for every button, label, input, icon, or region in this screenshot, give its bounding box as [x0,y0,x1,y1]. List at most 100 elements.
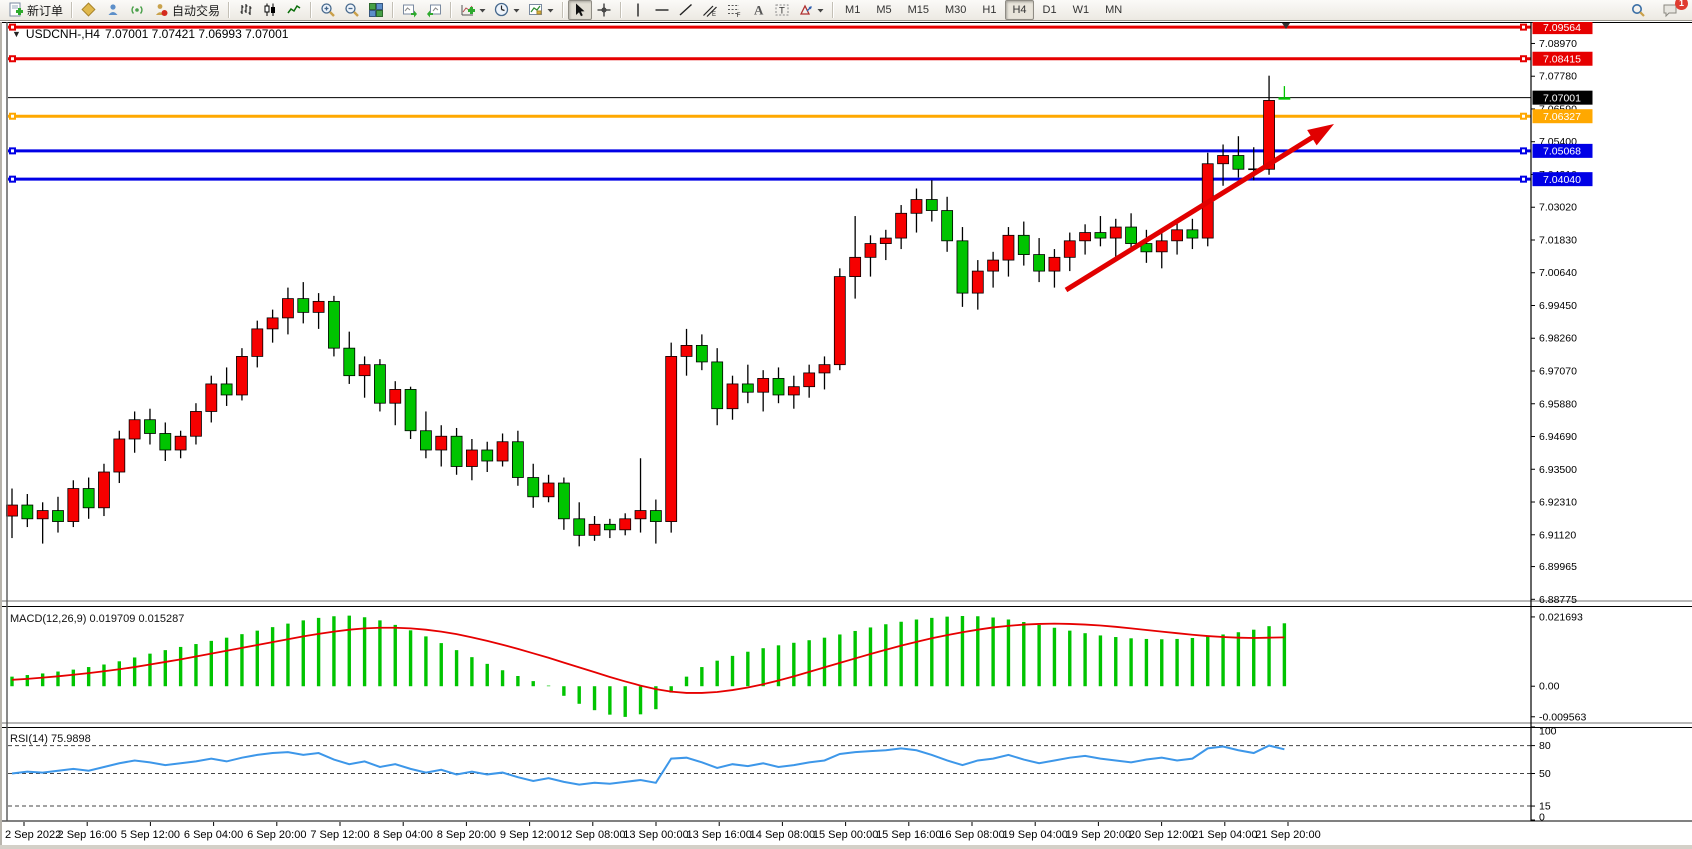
candle [1140,243,1153,253]
periods-button[interactable] [490,0,524,20]
candle [910,199,923,214]
timeframe-m30-button[interactable]: M30 [945,4,967,16]
toolbar-separator [310,2,313,18]
timeframe-mn-button[interactable]: MN [1105,4,1123,16]
crosshair-button[interactable] [592,0,616,20]
candle [803,372,816,388]
candle [527,477,540,498]
tile-windows-button[interactable] [364,0,388,20]
time-tick: 7 Sep 12:00 [310,829,369,841]
clock-icon [494,2,509,17]
candle [1048,256,1061,272]
candlestick-chart-button[interactable] [258,0,282,20]
price-tick: 6.93500 [1539,464,1577,476]
timeframe-m5-button[interactable]: M5 [876,4,892,16]
candle [511,441,524,478]
candle [435,435,448,451]
community-icon [108,4,118,15]
chart-window[interactable]: 7.089707.077807.065907.054007.042107.030… [0,22,1692,849]
chart-shift-button[interactable] [422,0,446,20]
horizontal-line-button[interactable] [650,0,674,20]
candle [389,389,402,404]
time-tick: 13 Sep 00:00 [623,829,688,841]
time-tick: 15 Sep 16:00 [876,829,941,841]
candle [757,378,770,393]
cursor-button[interactable] [568,0,593,20]
chat-button[interactable]: 1 [1658,0,1688,20]
time-tick: 15 Sep 00:00 [813,829,878,841]
vline-icon [637,3,639,17]
ohlc-values: 7.07001 7.07421 7.06993 7.07001 [104,27,289,41]
price-badge [1532,109,1593,124]
vertical-line-button[interactable] [626,0,650,20]
horizontal-lines-layer [8,23,1531,183]
new-order-button[interactable]: 新订单 [4,0,67,20]
svg-text:F: F [737,12,741,18]
candle [113,438,126,473]
collapse-icon[interactable]: ▼ [12,29,21,39]
time-tick: 2 Sep 2022 [5,829,61,841]
toolbar-button-label: 新订单 [27,3,64,18]
templates-button[interactable] [524,0,558,20]
toolbar-separator [620,2,623,18]
candle [772,378,785,396]
price-tick: 6.97070 [1539,366,1577,378]
timeframe-m1-button[interactable]: M1 [845,4,861,16]
price-axis-labels: 7.089707.077807.065907.054007.042107.030… [1531,22,1593,824]
candle [573,518,586,536]
time-tick: 13 Sep 16:00 [686,829,751,841]
price-tick: 6.98260 [1539,333,1577,345]
equidistant-channel-button[interactable]: E [698,0,722,20]
shift-icon [427,4,442,18]
timeframe-d1-button[interactable]: D1 [1042,4,1057,16]
trendline-icon [679,3,693,16]
candle [496,441,509,462]
chart-canvas[interactable]: 7.089707.077807.065907.054007.042107.030… [0,22,1692,849]
trendline-button[interactable] [674,0,698,20]
bar-chart-button[interactable] [234,0,258,20]
frames [0,22,1692,849]
cursor-icon [576,3,585,17]
rsi-indicator-label: RSI(14) 75.9898 [10,733,91,745]
timeframe-m15-button[interactable]: M15 [907,4,929,16]
search-button[interactable] [1627,0,1650,20]
timeframe-h4-button[interactable]: H4 [1005,0,1034,20]
candle [1186,229,1199,239]
dropdown-caret-icon [817,8,824,12]
candle [1063,240,1076,258]
macd-indicator-label: MACD(12,26,9) 0.019709 0.015287 [10,613,184,625]
timeframe-h1-button[interactable]: H1 [982,4,997,16]
time-tick: 6 Sep 20:00 [247,829,306,841]
zoom-out-button[interactable] [340,0,364,20]
candle [971,270,984,294]
rsi-line [11,744,1285,786]
zoom-in-button[interactable] [316,0,340,20]
mql5-community-button[interactable] [101,0,125,20]
rsi-tick: 15 [1539,801,1551,813]
indicators-button[interactable] [456,0,490,20]
toolbar-right: 1 [1627,0,1688,20]
line-chart-button[interactable] [282,0,306,20]
auto-trading-button[interactable]: 自动交易 [149,0,224,20]
price-tick: 7.03020 [1539,202,1577,214]
text-button[interactable]: A [746,0,770,20]
trend-arrow[interactable] [1064,132,1319,293]
auto-scroll-button[interactable] [398,0,422,20]
arrows-button[interactable] [794,0,828,20]
signals-button[interactable] [125,0,149,20]
timeframe-w1-button[interactable]: W1 [1072,4,1090,16]
candle [542,482,555,498]
symbol-period-label: USDCNH-,H4 [25,27,100,41]
text-label-button[interactable]: T [770,0,794,20]
time-tick: 20 Sep 12:00 [1129,829,1194,841]
market-depth-button[interactable] [77,0,101,20]
candle [282,298,294,319]
fibonacci-button[interactable]: F [722,0,746,20]
candle [1263,100,1275,170]
candle [450,435,463,467]
price-tick: 6.92310 [1539,497,1577,509]
price-tick: 6.88775 [1539,594,1577,606]
candle [1155,240,1168,253]
candle [787,386,800,396]
candle [297,298,310,313]
